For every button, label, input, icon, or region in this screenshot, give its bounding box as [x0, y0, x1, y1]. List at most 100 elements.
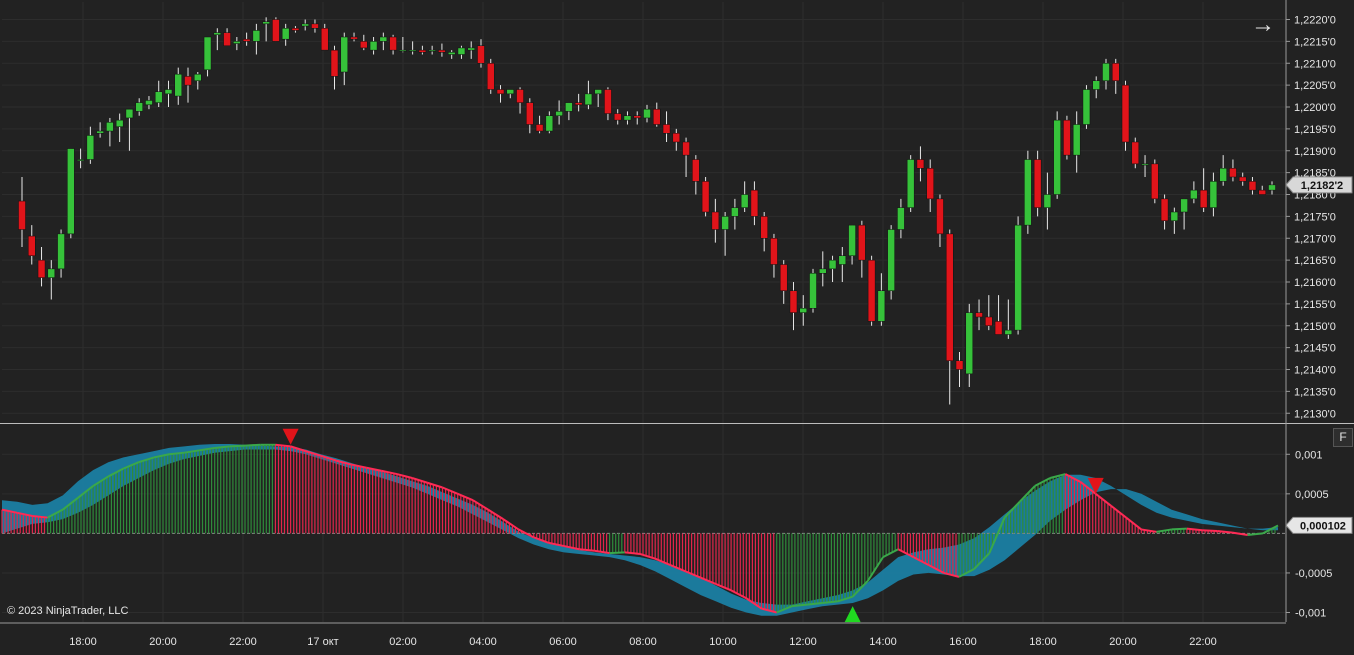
candle-body — [1268, 184, 1276, 191]
candle-body — [838, 255, 847, 265]
candle — [262, 17, 270, 42]
candle — [682, 137, 690, 177]
price-axis-tick-label: 1,2220'0 — [1294, 15, 1336, 27]
candle — [1199, 168, 1208, 212]
histogram-line-segment — [1110, 504, 1127, 519]
candle — [701, 177, 710, 217]
candle — [37, 247, 46, 287]
candle — [565, 102, 573, 121]
histogram-line-segment — [1156, 528, 1172, 533]
last-price-box — [1285, 176, 1353, 194]
histogram-line-segment — [912, 556, 930, 566]
candle-body — [125, 108, 134, 119]
candle — [1092, 76, 1100, 99]
candle — [1248, 177, 1257, 195]
price-axis-tick-label: 1,2205'0 — [1294, 80, 1336, 92]
candle — [740, 181, 749, 212]
candle — [555, 100, 563, 125]
candle — [535, 115, 544, 134]
histogram-line-segment — [275, 443, 291, 448]
oscillator-panel[interactable] — [1, 428, 1286, 623]
candle-body — [555, 111, 563, 116]
candle-body — [418, 49, 427, 53]
candle — [1053, 111, 1061, 199]
candle — [975, 299, 983, 331]
histogram-line-segment — [62, 496, 79, 511]
histogram-line-segment — [654, 557, 671, 566]
candle — [320, 23, 329, 51]
price-axis-tick-label: 1,2150'0 — [1294, 321, 1336, 333]
candle — [184, 67, 192, 103]
candle — [506, 89, 515, 99]
candle-body — [350, 36, 358, 40]
candle-body — [565, 102, 573, 112]
candle-body — [1102, 63, 1110, 81]
price-axis-tick-label: 1,2130'0 — [1294, 408, 1336, 420]
candle — [731, 198, 739, 230]
candle — [1102, 58, 1110, 90]
candle-body — [1248, 181, 1257, 191]
candle-body — [223, 32, 231, 46]
candle-body — [154, 91, 163, 103]
histogram-line-segment — [958, 568, 975, 578]
histogram-line-segment — [669, 564, 686, 573]
candle — [106, 117, 114, 147]
candle-body — [672, 133, 681, 143]
candle-body — [1072, 124, 1081, 156]
candle-body — [1053, 119, 1061, 195]
histogram-line-segment — [1, 508, 18, 514]
candle — [96, 122, 104, 138]
candle-body — [760, 216, 768, 239]
histogram-line-segment — [1171, 527, 1187, 531]
candle-body — [1160, 198, 1169, 221]
candle-body — [242, 38, 251, 42]
candle-body — [301, 23, 309, 27]
candle-body — [994, 321, 1003, 335]
histogram-line-segment — [1079, 481, 1097, 495]
candle — [164, 80, 173, 107]
candle — [301, 19, 309, 31]
histogram-line-segment — [1186, 527, 1203, 532]
candle — [584, 80, 593, 110]
histogram-line-segment — [791, 603, 808, 608]
time-axis-label: 17 окт — [307, 636, 338, 648]
candle — [115, 113, 124, 142]
candle — [291, 26, 300, 33]
histogram-line-segment — [168, 451, 185, 456]
f-button[interactable]: F — [1333, 428, 1353, 447]
sell-signal-triangle — [1087, 477, 1104, 494]
histogram-line-segment — [381, 469, 398, 476]
arrow-right-icon[interactable]: → — [1251, 11, 1275, 38]
candle-body — [67, 148, 75, 235]
candle-body — [487, 63, 495, 90]
histogram-line-segment — [776, 605, 793, 614]
histogram-line-segment — [928, 564, 945, 574]
candle-body — [1151, 163, 1159, 200]
candle-body — [779, 264, 788, 291]
histogram-line-segment — [411, 477, 428, 484]
candle-body — [76, 159, 85, 161]
histogram-line-segment — [107, 467, 124, 478]
candle — [1004, 299, 1013, 339]
histogram-line-segment — [837, 595, 853, 603]
histogram-line-segment — [973, 552, 991, 570]
histogram-line-segment — [1003, 501, 1021, 519]
histogram-line-segment — [943, 571, 960, 578]
candle-body — [1092, 80, 1100, 90]
histogram-line-segment — [472, 499, 489, 511]
histogram-line-segment — [199, 446, 215, 452]
candle — [955, 352, 964, 387]
candle-body — [945, 233, 954, 361]
candle — [1219, 155, 1227, 186]
candle-body — [360, 41, 368, 49]
candle — [76, 148, 85, 169]
candle — [985, 295, 993, 331]
price-panel[interactable] — [18, 17, 1276, 405]
histogram-line-segment — [1201, 529, 1218, 533]
candle-body — [858, 224, 866, 261]
candle — [779, 260, 788, 304]
price-axis-tick-label: 1,2200'0 — [1294, 102, 1336, 114]
candle — [1082, 85, 1091, 129]
histogram-line-segment — [822, 600, 838, 605]
